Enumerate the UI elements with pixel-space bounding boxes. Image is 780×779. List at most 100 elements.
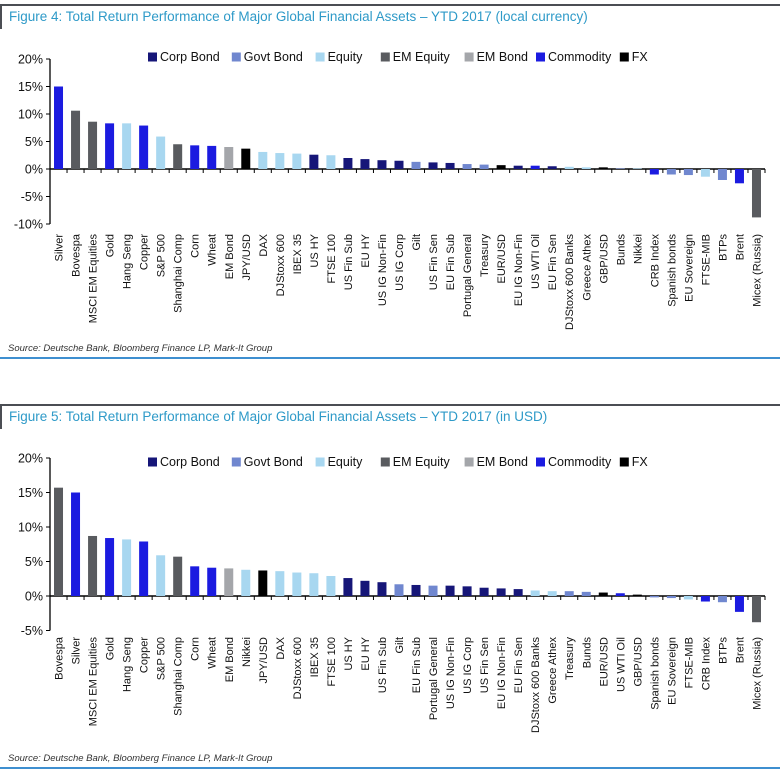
bar-label: Treasury [479, 234, 491, 277]
bar-label: Portugal General [428, 637, 440, 720]
bar [751, 596, 761, 623]
bar [377, 582, 387, 597]
bar-label: EU Fin Sub [411, 637, 423, 693]
bar [224, 147, 234, 170]
bar [615, 593, 625, 597]
bar [479, 588, 489, 597]
bar-label: JPY/USD [258, 637, 270, 684]
bar-label: Spanish bonds [649, 637, 661, 710]
bar [122, 123, 132, 170]
bar [88, 121, 98, 170]
bar-label: Gilt [394, 637, 406, 654]
bar-label: EU Fin Sen [547, 234, 559, 290]
bar-label: EUR/USD [598, 637, 610, 687]
bar-label: US IG Non-Fin [445, 637, 457, 709]
bar [54, 488, 64, 597]
bar [326, 576, 336, 597]
legend-swatch [464, 457, 474, 467]
legend-label: FX [632, 455, 649, 469]
figure-5-title: Figure 5: Total Return Performance of Ma… [0, 406, 780, 430]
bar [683, 596, 693, 600]
bar [394, 584, 404, 597]
bar-label: Silver [54, 234, 66, 262]
bar-label: DJStoxx 600 [275, 234, 287, 296]
figure-5-top-rule [0, 404, 780, 407]
bar-label: Bunds [581, 637, 593, 669]
bar [496, 165, 506, 170]
legend-label: Govt Bond [244, 455, 303, 469]
legend-item-em-equity: EM Equity [380, 455, 451, 469]
bar-label: EU IG Non-Fin [513, 234, 525, 306]
bar [241, 570, 251, 597]
legend-swatch [231, 457, 241, 467]
bar [598, 167, 608, 170]
bar-label: BTPs [717, 637, 729, 664]
bar [700, 169, 710, 177]
bar-label: Copper [139, 234, 151, 270]
bar-label: CRB Index [649, 234, 661, 288]
bar [309, 573, 319, 597]
bar [275, 571, 285, 597]
bar [581, 592, 591, 597]
legend-item-govt-bond: Govt Bond [231, 50, 303, 64]
bar [139, 125, 149, 170]
figure-5: Figure 5: Total Return Performance of Ma… [0, 404, 780, 770]
bar [54, 86, 64, 170]
bar [632, 168, 642, 170]
bar [700, 596, 710, 602]
bar [292, 153, 302, 170]
bar [122, 539, 132, 597]
legend-label: EM Equity [393, 455, 451, 469]
legend-swatch [315, 52, 325, 62]
y-tick-label: 0% [25, 590, 43, 604]
bar-label: US WTI Oil [530, 234, 542, 289]
bar [88, 536, 98, 597]
bar [734, 169, 744, 184]
y-tick-label: -5% [21, 624, 43, 638]
bar-label: Brent [734, 234, 746, 260]
bar [530, 590, 540, 597]
bar [717, 596, 727, 603]
y-tick-label: 20% [18, 452, 43, 466]
bar-label: EU Fin Sen [513, 637, 525, 693]
bar [683, 169, 693, 176]
bar [105, 123, 115, 170]
bar-label: EU HY [360, 234, 372, 268]
bar [258, 570, 268, 597]
bar [496, 588, 506, 597]
y-tick-label: 15% [18, 486, 43, 500]
bar-label: US IG Corp [394, 234, 406, 291]
legend-label: Corp Bond [160, 455, 220, 469]
bar [411, 585, 421, 597]
bar [292, 572, 302, 597]
bar-label: US WTI Oil [615, 637, 627, 692]
bar-label: FTSE-MIB [700, 234, 712, 285]
y-tick-label: -10% [14, 218, 43, 232]
legend-swatch [536, 52, 545, 62]
figure-5-chart: 20% 15% 10% 5% 0% -5% Corp Bond Govt Bond Equity… [18, 452, 766, 733]
bar [156, 136, 166, 170]
bar [411, 162, 421, 170]
bar [717, 169, 727, 181]
bar-label: FTSE 100 [326, 234, 338, 284]
legend-swatch [148, 457, 157, 467]
bar [513, 165, 523, 170]
bar-label: CRB Index [700, 637, 712, 691]
bar [513, 589, 523, 597]
legend-item-commodity: Commodity [536, 455, 612, 469]
bar [105, 538, 115, 597]
bar-label: GBP/USD [632, 637, 644, 687]
legend-item-corp-bond: Corp Bond [148, 50, 220, 64]
figure-5-source: Source: Deutsche Bank, Bloomberg Finance… [8, 753, 273, 765]
bar-label: US Fin Sen [428, 234, 440, 290]
bar-label: Hang Seng [122, 234, 134, 289]
bar-label: Micex (Russia) [751, 234, 763, 307]
bar [190, 566, 200, 597]
bar-label: MSCI EM Equities [88, 637, 100, 727]
bar-label: EU Sovereign [666, 637, 678, 705]
bar [666, 169, 676, 175]
bar-label: US Fin Sub [343, 234, 355, 290]
bar [564, 591, 574, 597]
bar-label: US HY [309, 234, 321, 268]
legend-swatch [380, 52, 390, 62]
